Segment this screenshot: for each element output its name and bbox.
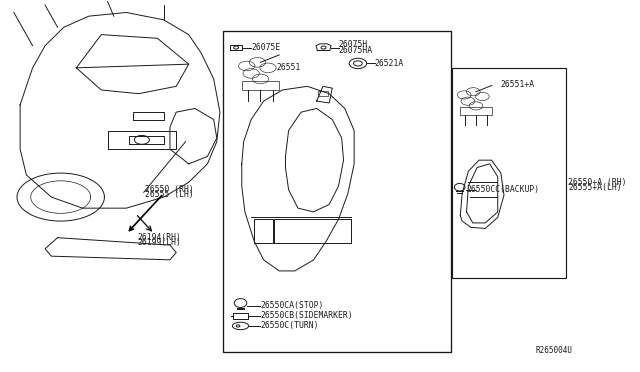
Polygon shape xyxy=(76,35,189,94)
Text: 26550CC(BACKUP): 26550CC(BACKUP) xyxy=(467,185,540,194)
Bar xyxy=(460,108,492,115)
Bar xyxy=(452,68,566,278)
Text: 26521A: 26521A xyxy=(375,59,404,68)
Text: 26550CB(SIDEMARKER): 26550CB(SIDEMARKER) xyxy=(260,311,353,320)
Text: 26551: 26551 xyxy=(276,63,300,72)
Text: 26075HA: 26075HA xyxy=(339,46,372,55)
Bar xyxy=(242,81,279,90)
Bar xyxy=(223,31,451,352)
Text: 26555+A(LH): 26555+A(LH) xyxy=(568,183,622,192)
Text: R265004U: R265004U xyxy=(535,346,572,355)
Text: 26075H: 26075H xyxy=(339,41,368,49)
Text: 26194(RH): 26194(RH) xyxy=(138,233,181,242)
Text: 26551+A: 26551+A xyxy=(501,80,535,89)
Polygon shape xyxy=(45,238,176,260)
Text: 26075E: 26075E xyxy=(251,43,280,52)
Polygon shape xyxy=(20,13,220,208)
Text: 26550C(TURN): 26550C(TURN) xyxy=(260,321,319,330)
Polygon shape xyxy=(242,86,354,271)
Text: 26550CA(STOP): 26550CA(STOP) xyxy=(260,301,324,311)
Polygon shape xyxy=(460,160,504,228)
Text: 26550+A (RH): 26550+A (RH) xyxy=(568,178,627,187)
Text: 26555 (LH): 26555 (LH) xyxy=(145,190,194,199)
Polygon shape xyxy=(170,109,217,164)
Text: 26199(LH): 26199(LH) xyxy=(138,238,181,247)
Bar xyxy=(318,91,328,96)
Text: 26550 (RH): 26550 (RH) xyxy=(145,185,194,194)
Bar xyxy=(223,31,451,352)
